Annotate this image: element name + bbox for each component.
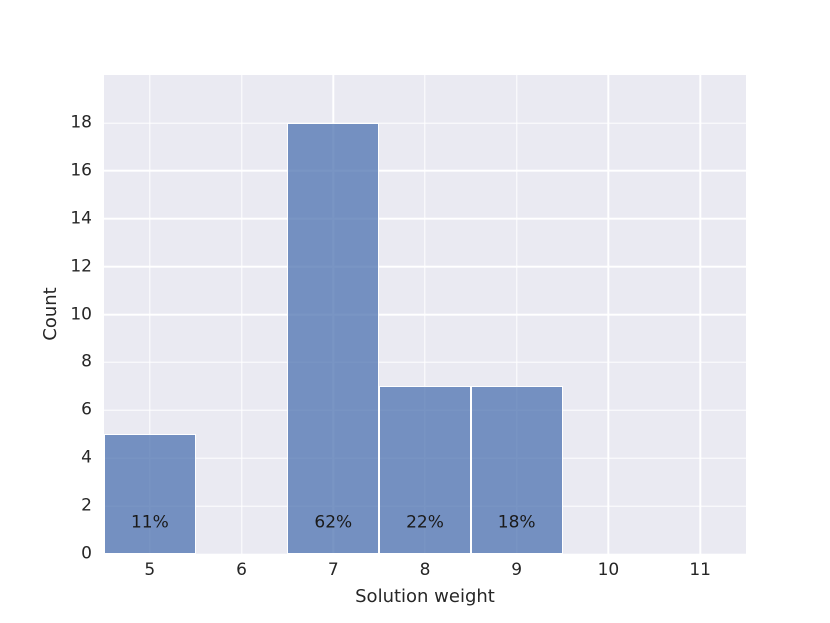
x-tick-label: 9: [511, 560, 523, 580]
x-tick-label: 7: [327, 560, 339, 580]
gridline-vertical: [699, 75, 701, 554]
x-tick-label: 11: [689, 560, 711, 580]
y-tick-label: 8: [81, 351, 92, 372]
plot-area: 11% 62% 22% 18%: [104, 75, 746, 554]
gridline-vertical: [240, 75, 243, 554]
y-tick-label: 18: [70, 112, 92, 133]
y-axis: 0 2 4 6 8 10 12 14 16 18: [0, 75, 92, 562]
y-tick-label: 12: [70, 256, 92, 277]
x-tick-label: 6: [236, 560, 247, 580]
bar-percentage-label: 11%: [130, 512, 169, 533]
gridline-vertical: [149, 75, 151, 554]
histogram-bar: [287, 122, 380, 554]
y-tick-label: 6: [81, 399, 92, 420]
gridline-vertical: [516, 75, 518, 554]
x-tick-label: 5: [144, 560, 156, 580]
bar-percentage-label: 62%: [314, 512, 353, 533]
gridline-vertical: [607, 75, 610, 554]
histogram-bar: [470, 386, 563, 554]
y-tick-label: 14: [70, 208, 92, 229]
histogram-bar: [379, 386, 471, 554]
y-tick-label: 16: [70, 160, 92, 181]
y-tick-label: 2: [81, 495, 92, 516]
gridline-vertical: [424, 75, 426, 554]
bar-percentage-label: 18%: [497, 512, 536, 533]
y-tick-label: 4: [81, 447, 92, 468]
histogram-bar: [104, 434, 196, 554]
x-tick-label: 8: [419, 560, 431, 580]
x-tick-label: 10: [597, 560, 620, 580]
y-tick-label: 10: [70, 304, 92, 324]
bar-percentage-label: 22%: [406, 512, 444, 533]
x-axis: 5 6 7 8 9 10 11: [104, 561, 746, 581]
y-tick-label: 0: [81, 543, 92, 564]
x-axis-label: Solution weight: [355, 586, 495, 607]
